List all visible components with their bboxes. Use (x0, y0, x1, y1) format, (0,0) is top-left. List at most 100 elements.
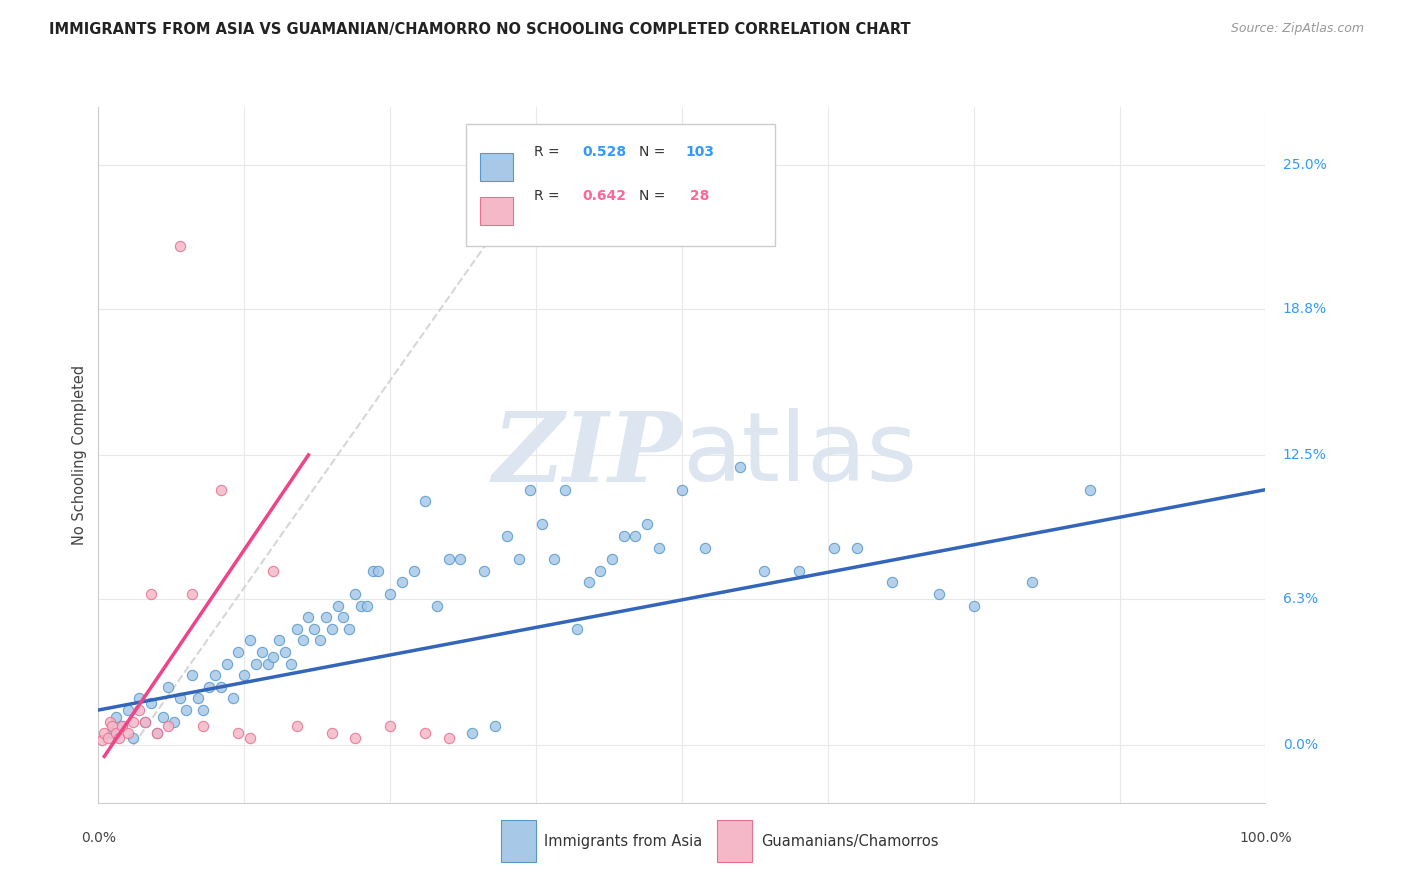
Point (262, 649, 284, 664)
Point (413, 494, 436, 508)
Point (321, 622, 343, 636)
Point (169, 239, 191, 253)
Text: ZIP: ZIP (492, 408, 682, 502)
Point (108, 731, 131, 745)
Point (90, 733, 112, 747)
Point (245, 657, 267, 671)
Point (139, 587, 162, 601)
Point (97, 731, 120, 745)
Point (180, 668, 202, 682)
Point (101, 726, 124, 740)
Point (437, 552, 460, 566)
Point (111, 719, 134, 733)
Text: 100.0%: 100.0% (1239, 830, 1292, 845)
Text: IMMIGRANTS FROM ASIA VS GUAMANIAN/CHAMORRO NO SCHOOLING COMPLETED CORRELATION CH: IMMIGRANTS FROM ASIA VS GUAMANIAN/CHAMOR… (49, 22, 911, 37)
Point (337, 622, 360, 636)
Point (437, 731, 460, 745)
FancyBboxPatch shape (479, 196, 513, 226)
Text: 0.0%: 0.0% (82, 830, 115, 845)
Text: Guamanians/Chamorros: Guamanians/Chamorros (761, 833, 939, 848)
Point (880, 575, 903, 590)
Text: Immigrants from Asia: Immigrants from Asia (544, 833, 703, 848)
Text: N =: N = (638, 145, 669, 160)
Point (378, 719, 402, 733)
Point (671, 483, 693, 497)
Point (280, 657, 302, 671)
Point (495, 529, 517, 543)
Point (146, 726, 169, 740)
Point (274, 645, 297, 659)
Point (285, 719, 308, 733)
Point (962, 599, 984, 613)
Point (98, 714, 121, 729)
Point (449, 552, 471, 566)
Point (378, 587, 402, 601)
Point (262, 564, 284, 578)
Point (391, 575, 413, 590)
Point (530, 517, 553, 532)
FancyBboxPatch shape (501, 821, 536, 862)
Text: Source: ZipAtlas.com: Source: ZipAtlas.com (1230, 22, 1364, 36)
FancyBboxPatch shape (717, 821, 752, 862)
Point (367, 564, 389, 578)
FancyBboxPatch shape (465, 124, 775, 246)
Point (285, 622, 308, 636)
Point (134, 714, 156, 729)
Point (600, 552, 623, 566)
Text: 18.8%: 18.8% (1282, 301, 1327, 316)
Point (204, 668, 226, 682)
Point (198, 680, 221, 694)
Text: N =: N = (638, 189, 669, 203)
Point (193, 703, 215, 717)
Text: 0.642: 0.642 (582, 189, 627, 203)
Point (297, 610, 319, 624)
Point (104, 726, 127, 740)
Text: R =: R = (534, 145, 564, 160)
Point (104, 710, 127, 724)
Point (1021, 575, 1043, 590)
Point (117, 703, 139, 717)
Point (209, 483, 232, 497)
Text: 0.528: 0.528 (582, 145, 627, 160)
Text: 25.0%: 25.0% (1282, 158, 1327, 172)
Point (543, 552, 565, 566)
Point (169, 691, 191, 706)
Point (152, 710, 174, 724)
Point (1080, 483, 1102, 497)
Point (163, 714, 186, 729)
Point (193, 719, 215, 733)
Point (361, 564, 384, 578)
Point (344, 731, 367, 745)
Point (180, 587, 202, 601)
Point (472, 564, 495, 578)
Point (461, 726, 484, 740)
Point (228, 726, 250, 740)
Point (117, 726, 139, 740)
Text: atlas: atlas (682, 409, 917, 501)
Point (508, 552, 530, 566)
Point (636, 517, 658, 532)
Point (157, 719, 180, 733)
Point (139, 696, 162, 710)
Point (554, 483, 576, 497)
Point (157, 680, 180, 694)
Text: 12.5%: 12.5% (1282, 448, 1327, 462)
Point (256, 657, 278, 671)
Point (221, 691, 243, 706)
Point (823, 541, 845, 555)
Point (128, 691, 150, 706)
Point (269, 633, 291, 648)
Point (122, 714, 145, 729)
Point (101, 719, 124, 733)
Point (321, 726, 343, 740)
Text: 103: 103 (685, 145, 714, 160)
Point (344, 587, 367, 601)
Point (484, 719, 506, 733)
Point (174, 703, 197, 717)
Point (695, 541, 717, 555)
Point (519, 483, 541, 497)
Point (647, 541, 669, 555)
FancyBboxPatch shape (479, 153, 513, 181)
Point (730, 459, 752, 474)
Point (239, 731, 262, 745)
